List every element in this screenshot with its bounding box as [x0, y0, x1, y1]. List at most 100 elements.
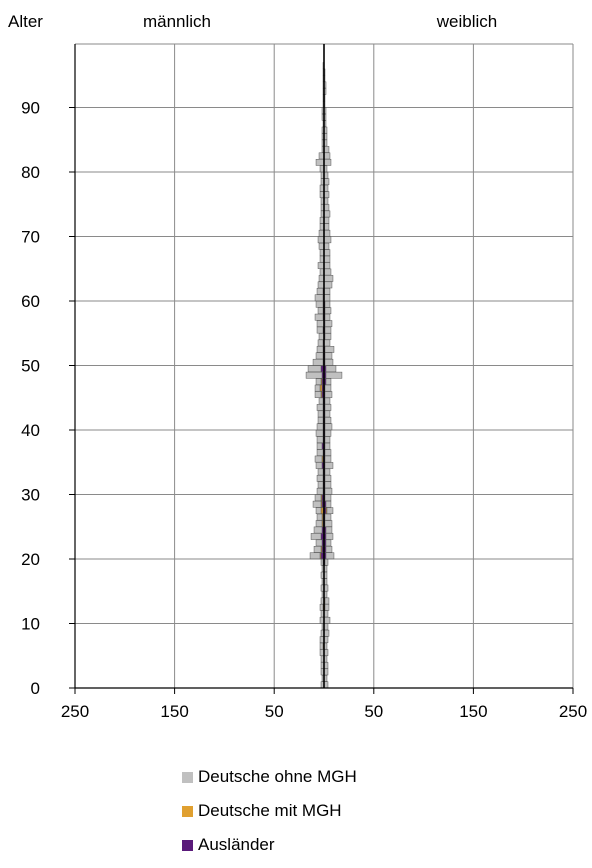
- bar-female-0: [323, 249, 331, 257]
- bar-female-0: [323, 268, 332, 276]
- bar-female-0: [325, 526, 333, 534]
- bar-male-0: [314, 494, 322, 502]
- bar-male-0: [312, 358, 324, 366]
- bar-female-0: [324, 417, 332, 424]
- bar-female-0: [324, 468, 331, 476]
- bar-female-0: [325, 371, 343, 379]
- legend-swatch: [182, 771, 193, 783]
- bar-male-0: [317, 236, 325, 244]
- bar-female-0: [323, 152, 331, 160]
- bar-male-0: [313, 526, 323, 534]
- bar-female-0: [324, 558, 329, 566]
- x-tick-label: 150: [160, 702, 188, 721]
- x-tick-label: 50: [265, 702, 284, 721]
- bar-male-0: [315, 378, 322, 385]
- bar-female-0: [324, 397, 331, 405]
- bar-male-0: [316, 513, 323, 521]
- x-tick-label: 250: [61, 702, 89, 721]
- bar-male-0: [315, 507, 322, 514]
- y-tick-label: 80: [21, 163, 40, 182]
- bar-male-0: [317, 307, 324, 315]
- bar-female-0: [323, 294, 331, 302]
- bar-female-0: [324, 455, 332, 463]
- bar-male-0: [315, 462, 323, 469]
- bar-female-0: [324, 404, 332, 411]
- legend: Deutsche ohne MGH Deutsche mit MGH Auslä…: [182, 765, 357, 867]
- bar-female-0: [323, 275, 334, 282]
- legend-item-deutsche-mit-mgh: Deutsche mit MGH: [182, 799, 357, 823]
- bar-female-0: [323, 262, 331, 269]
- bar-male-0: [316, 442, 323, 450]
- bar-female-0: [324, 423, 333, 431]
- bar-male-0: [314, 313, 324, 321]
- bar-female-0: [324, 307, 332, 315]
- bar-male-0: [316, 487, 324, 495]
- bar-female-0: [324, 513, 332, 521]
- bar-male-0: [307, 365, 322, 373]
- bar-female-0: [324, 481, 332, 489]
- bar-male-0: [317, 417, 324, 424]
- bar-male-0: [316, 475, 324, 482]
- legend-label: Deutsche ohne MGH: [198, 767, 357, 786]
- bar-male-0: [305, 371, 323, 379]
- bar-female-0: [323, 281, 333, 289]
- bar-female-0: [324, 429, 332, 437]
- bar-female-0: [324, 436, 331, 444]
- bar-female-0: [323, 288, 331, 295]
- bar-female-0: [324, 313, 331, 321]
- bar-male-0: [310, 533, 322, 540]
- bar-female-0: [325, 365, 337, 373]
- bar-female-0: [323, 616, 331, 624]
- y-tick-label: 20: [21, 550, 40, 569]
- bar-male-0: [309, 552, 321, 560]
- bar-female-0: [324, 520, 333, 527]
- y-tick-label: 0: [31, 679, 40, 698]
- legend-swatch: [182, 839, 193, 851]
- y-tick-label: 70: [21, 228, 40, 247]
- bar-male-0: [315, 159, 325, 166]
- bar-female-0: [323, 255, 331, 263]
- bar-female-0: [325, 552, 335, 560]
- y-tick-label: 90: [21, 99, 40, 118]
- bar-female-0: [324, 391, 333, 398]
- female-side-label: weiblich: [436, 12, 497, 31]
- axis-layer: 0 10 20 30 40 50 60 70 80 90 250 150 50 50 150 250: [21, 44, 587, 721]
- bar-male-0: [316, 320, 325, 327]
- y-axis-title: Alter: [8, 12, 43, 31]
- bar-male-0: [314, 294, 324, 302]
- bar-male-0: [317, 281, 325, 289]
- bar-female-0: [323, 236, 332, 244]
- bar-female-0: [324, 462, 334, 469]
- bar-female-0: [323, 229, 331, 237]
- legend-label: Deutsche mit MGH: [198, 801, 342, 820]
- bar-male-0: [317, 262, 325, 269]
- bar-male-0: [316, 423, 324, 431]
- bar-male-0: [316, 436, 324, 444]
- bar-female-0: [324, 300, 331, 308]
- bar-female-0: [324, 384, 332, 392]
- y-tick-label: 10: [21, 615, 40, 634]
- bar-female-0: [323, 339, 331, 347]
- legend-label: Ausländer: [198, 835, 275, 854]
- bar-layer: [305, 62, 343, 689]
- bar-male-0: [317, 339, 324, 347]
- male-side-label: männlich: [143, 12, 211, 31]
- bar-male-0: [316, 346, 324, 353]
- x-tick-label: 250: [559, 702, 587, 721]
- bar-male-0: [315, 352, 324, 360]
- bar-female-0: [324, 326, 332, 334]
- y-tick-label: 40: [21, 421, 40, 440]
- bar-female-0: [324, 597, 330, 605]
- bar-male-0: [316, 449, 324, 456]
- bar-female-0: [323, 159, 332, 166]
- bar-female-0: [324, 346, 335, 353]
- bar-male-0: [314, 391, 322, 398]
- bar-male-0: [317, 410, 324, 418]
- bar-male-0: [317, 481, 324, 489]
- legend-swatch: [182, 805, 193, 817]
- bar-female-0: [324, 320, 333, 327]
- bar-male-1: [320, 507, 324, 514]
- bar-female-0: [324, 333, 332, 340]
